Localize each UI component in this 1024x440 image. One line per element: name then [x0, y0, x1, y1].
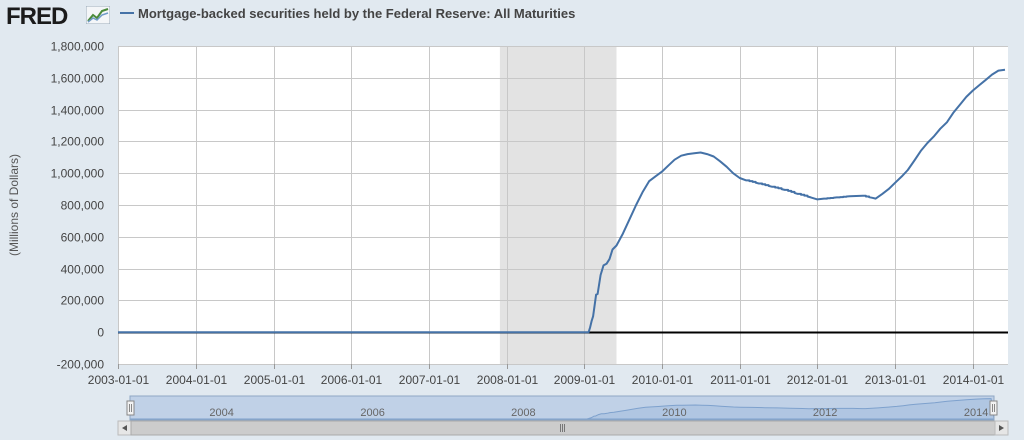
y-tick-label: 800,000	[61, 199, 105, 213]
range-navigator[interactable]: 2004 2006 2008 2010 2012 2014	[126, 395, 998, 421]
scrollbar[interactable]	[117, 420, 1009, 436]
y-tick-label: 1,800,000	[51, 40, 105, 54]
navigator-year-label: 2004	[209, 407, 233, 419]
y-tick-label: 0	[97, 326, 104, 340]
y-tick-label: 200,000	[61, 294, 105, 308]
x-tick-label: 2011-01-01	[710, 373, 771, 387]
navigator-labels: 2004 2006 2008 2010 2012 2014	[209, 407, 988, 419]
legend[interactable]: Mortgage-backed securities held by the F…	[120, 6, 575, 21]
series-layer	[118, 68, 1006, 334]
navigator-window[interactable]	[129, 395, 995, 421]
x-tick-label: 2012-01-01	[787, 373, 849, 387]
scroll-left-arrow-icon	[122, 425, 127, 431]
navigator-year-label: 2012	[813, 407, 837, 419]
y-tick-label: 1,400,000	[51, 104, 105, 118]
y-tick-label: 1,000,000	[51, 167, 105, 181]
x-tick-label: 2014-01-01	[943, 373, 1005, 387]
navigator-year-label: 2014	[964, 407, 988, 419]
y-tick-label: 1,200,000	[51, 135, 105, 149]
legend-label: Mortgage-backed securities held by the F…	[138, 6, 576, 21]
gridlines	[118, 46, 1008, 365]
scroll-grip-icon	[560, 424, 565, 432]
navigator-year-label: 2008	[511, 407, 535, 419]
y-tick-label: 600,000	[61, 231, 105, 245]
x-tick-label: 2005-01-01	[244, 373, 306, 387]
navigator-left-handle[interactable]	[126, 400, 135, 416]
chart-header: FRED Mortgage-backed securities held by …	[0, 0, 1024, 36]
fred-logo[interactable]: FRED	[6, 3, 68, 30]
navigator-series	[130, 398, 995, 420]
y-axis-ticks: -200,000 0 200,000 400,000 600,000 800,000 1,0…	[51, 40, 105, 372]
navigator-area	[130, 398, 995, 420]
y-axis-label: (Millions of Dollars)	[7, 154, 21, 256]
trend-line-icon	[86, 6, 110, 24]
x-tick-label: 2010-01-01	[632, 373, 694, 387]
navigator-right-handle[interactable]	[989, 400, 998, 416]
x-tick-label: 2003-01-01	[88, 373, 150, 387]
y-tick-label: 1,600,000	[51, 72, 105, 86]
scroll-right-arrow-icon	[999, 425, 1004, 431]
x-tick-label: 2009-01-01	[554, 373, 616, 387]
series-line[interactable]	[118, 68, 1006, 334]
y-tick-label: -200,000	[57, 358, 105, 372]
x-axis-ticks: 2003-01-01 2004-01-01 2005-01-01 2006-01-01…	[88, 364, 1005, 387]
legend-swatch	[120, 11, 134, 14]
x-tick-label: 2007-01-01	[399, 373, 461, 387]
x-tick-label: 2004-01-01	[166, 373, 228, 387]
x-tick-label: 2006-01-01	[321, 373, 383, 387]
x-tick-label: 2008-01-01	[477, 373, 539, 387]
y-tick-label: 400,000	[61, 263, 105, 277]
navigator-year-label: 2006	[360, 407, 384, 419]
x-tick-label: 2013-01-01	[865, 373, 927, 387]
navigator-year-label: 2010	[662, 407, 686, 419]
